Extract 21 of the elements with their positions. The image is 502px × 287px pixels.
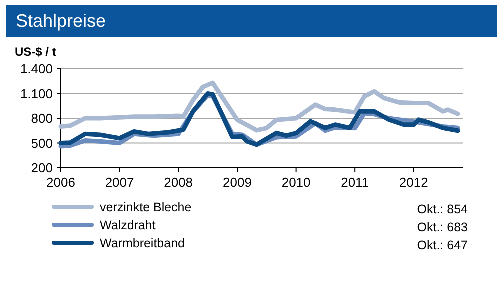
y-tick-label: 200 [31, 160, 53, 176]
x-tick-label: 2010 [282, 175, 311, 190]
text: Okt.: 647 [417, 238, 468, 252]
line-series [58, 80, 460, 133]
legend-label: Warmbreitband [100, 236, 186, 250]
x-tick-label: 2009 [223, 175, 252, 190]
legend-label: Walzdraht [100, 218, 156, 232]
y-axis-title: US-$ / t [15, 45, 56, 59]
legend-label: verzinkte Bleche [100, 200, 192, 214]
y-tick-label: 1.100 [20, 86, 53, 102]
chart-title: Stahlpreise [16, 11, 106, 31]
y-tick-label: 800 [31, 111, 53, 126]
text: Okt.: 854 [417, 202, 468, 216]
y-tick-label: 1.400 [20, 62, 53, 77]
text: Okt.: 683 [417, 220, 468, 234]
x-tick-label: 2008 [164, 175, 194, 190]
x-tick-label: 2006 [46, 175, 76, 190]
x-tick-label: 2012 [399, 175, 428, 190]
x-tick-label: 2007 [105, 175, 134, 190]
x-tick-label: 2011 [341, 175, 370, 190]
y-tick-label: 500 [31, 136, 53, 151]
